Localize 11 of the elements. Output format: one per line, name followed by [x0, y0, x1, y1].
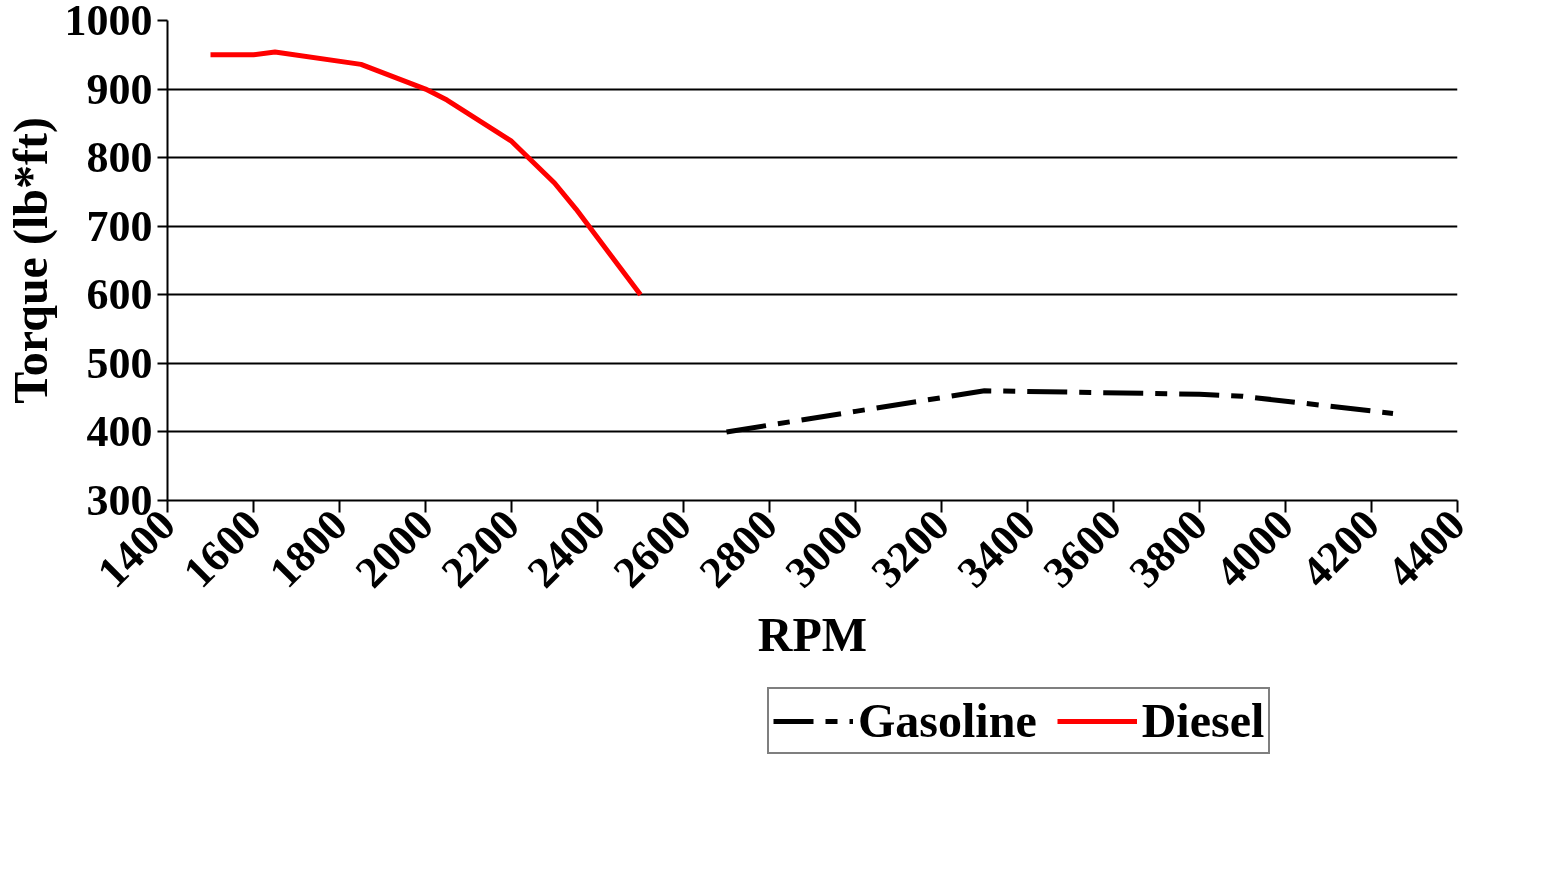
- y-tick-label: 500: [86, 338, 153, 388]
- y-tick-label: 1000: [64, 0, 153, 45]
- y-tick-label: 400: [86, 407, 153, 457]
- y-tick-label: 900: [86, 64, 153, 114]
- x-axis-title: RPM: [757, 608, 868, 662]
- y-tick-label: 600: [86, 270, 153, 320]
- legend-label: Gasoline: [858, 693, 1037, 748]
- y-tick-label: 700: [86, 201, 153, 251]
- y-axis-title: Torque (lb*ft): [3, 117, 58, 404]
- legend-label: Diesel: [1141, 693, 1265, 748]
- y-tick-label: 800: [86, 133, 153, 183]
